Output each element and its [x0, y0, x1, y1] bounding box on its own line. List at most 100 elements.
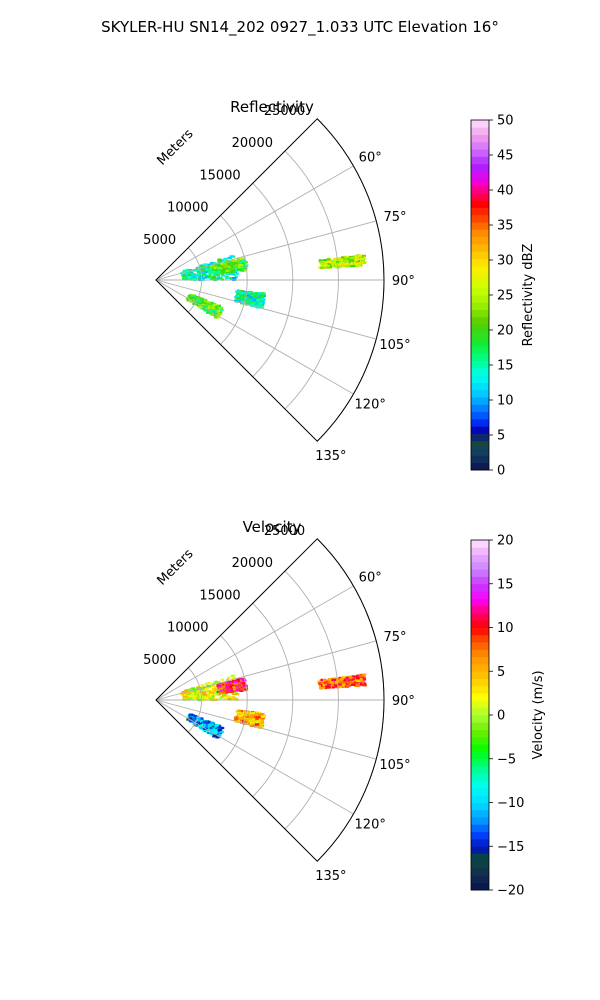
- echo-gate: [258, 304, 262, 307]
- colorbar-segment: [471, 817, 489, 825]
- colorbar-tick-label: −15: [497, 840, 524, 855]
- echo-gate: [203, 690, 209, 693]
- echo-gate: [212, 695, 215, 698]
- echo-gate: [239, 710, 242, 713]
- colorbar-segment: [471, 229, 489, 238]
- echo-gate: [235, 275, 238, 279]
- echo-gate: [213, 730, 218, 733]
- echo-gate: [236, 300, 241, 303]
- echo-gate: [220, 678, 224, 681]
- echo-gate: [232, 263, 236, 266]
- echo-gate: [222, 683, 225, 686]
- echo-gate: [242, 294, 247, 297]
- echo-gate: [208, 270, 214, 273]
- echo-gate: [356, 264, 361, 267]
- velocity-colorbar: Velocity (m/s) −20 −15 −10 −5 0 5 10 15 20: [470, 534, 546, 899]
- echo-gate: [229, 261, 233, 264]
- echo-gate: [246, 294, 251, 297]
- echo-gate: [259, 306, 264, 309]
- echo-cluster: [216, 677, 249, 695]
- echo-cluster: [318, 254, 367, 270]
- echo-gate: [239, 257, 245, 260]
- echo-gate: [219, 732, 223, 735]
- colorbar-segment: [471, 831, 489, 840]
- echo-gate: [334, 263, 338, 267]
- colorbar-segment: [471, 171, 489, 179]
- reflectivity-radial-axis-label: Meters: [155, 126, 197, 168]
- colorbar-tick-label: 0: [497, 709, 505, 724]
- echo-gate: [187, 692, 191, 695]
- echo-gate: [242, 682, 246, 685]
- colorbar-segment: [471, 569, 489, 577]
- colorbar-segment: [471, 744, 489, 752]
- radial-tick-label: 20000: [232, 136, 273, 151]
- colorbar-segment: [471, 751, 489, 760]
- echo-gate: [226, 681, 231, 684]
- echo-gate: [245, 301, 250, 304]
- echo-gate: [245, 715, 250, 719]
- echo-gate: [217, 313, 222, 316]
- velocity-panel: Velocity Meters 5000 10000 15000 20000 25000…: [143, 518, 546, 899]
- colorbar-segment: [471, 273, 489, 281]
- echo-gate: [249, 299, 254, 302]
- echo-gate: [227, 695, 233, 698]
- echo-gate: [248, 299, 251, 302]
- echo-gate: [191, 687, 195, 690]
- echo-gate: [200, 301, 205, 305]
- echo-gate: [202, 272, 206, 275]
- echo-gate: [204, 725, 209, 728]
- echo-gate: [211, 277, 216, 281]
- colorbar-segment: [471, 338, 489, 347]
- sector-frame: [155, 118, 385, 442]
- echo-gate: [251, 713, 256, 717]
- echo-gate: [225, 683, 230, 686]
- echo-gate: [258, 719, 262, 723]
- colorbar-segment: [471, 389, 489, 398]
- echo-gate: [201, 265, 206, 268]
- echo-gate: [355, 681, 359, 684]
- echo-gate: [343, 261, 348, 264]
- echo-gate: [347, 685, 350, 688]
- colorbar-segment: [471, 207, 489, 216]
- echo-gate: [214, 728, 219, 731]
- echo-gate: [214, 731, 218, 735]
- azimuth-tick-label: 75°: [383, 210, 406, 225]
- echo-gate: [234, 718, 239, 721]
- echo-gate: [215, 312, 218, 315]
- echo-gate: [250, 718, 253, 721]
- echo-gate: [343, 256, 347, 259]
- velocity-title: Velocity: [243, 518, 302, 536]
- echo-gate: [341, 684, 346, 687]
- echo-gate: [334, 680, 339, 683]
- echo-gate: [228, 272, 233, 275]
- echo-gate: [198, 719, 201, 722]
- echo-gate: [210, 732, 216, 735]
- echo-gate: [217, 260, 223, 263]
- echo-gate: [259, 722, 264, 726]
- echo-gate: [200, 717, 204, 720]
- azimuth-tick-label: 75°: [383, 630, 406, 645]
- echo-gate: [240, 291, 245, 294]
- echo-gate: [341, 256, 345, 259]
- echo-gate: [248, 711, 253, 715]
- echo-gate: [215, 268, 221, 271]
- colorbar-segment: [471, 302, 489, 310]
- echo-gate: [242, 713, 247, 717]
- colorbar-segment: [471, 163, 489, 172]
- colorbar-tick-label: 5: [497, 665, 505, 680]
- echo-gate: [217, 264, 221, 267]
- colorbar-segment: [471, 367, 489, 376]
- echo-gate: [351, 675, 356, 678]
- echo-gate: [219, 689, 223, 693]
- colorbar-tick-label: −10: [497, 796, 524, 811]
- echo-gate: [338, 683, 342, 686]
- echo-gate: [216, 276, 220, 279]
- radial-tick-label: 5000: [143, 233, 176, 248]
- colorbar-tick-label: 45: [497, 149, 514, 164]
- echo-gate: [330, 261, 336, 264]
- echo-gate: [225, 690, 231, 694]
- echo-gate: [204, 276, 208, 279]
- echo-gate: [251, 719, 257, 723]
- azimuth-spoke: [155, 279, 354, 395]
- echo-gate: [249, 714, 253, 717]
